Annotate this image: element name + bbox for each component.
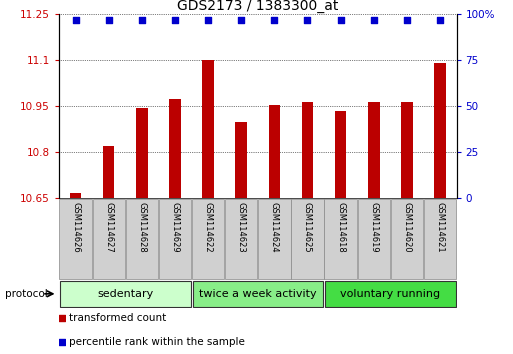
- Bar: [324, 199, 357, 279]
- Bar: [159, 199, 191, 279]
- Bar: [391, 199, 423, 279]
- Bar: [103, 146, 114, 198]
- Text: GSM114628: GSM114628: [137, 202, 146, 253]
- Text: transformed count: transformed count: [69, 313, 167, 322]
- Point: [58, 340, 66, 346]
- Bar: [70, 193, 82, 198]
- Title: GDS2173 / 1383300_at: GDS2173 / 1383300_at: [177, 0, 339, 13]
- Bar: [192, 281, 323, 307]
- Point: [370, 17, 378, 23]
- Bar: [235, 121, 247, 198]
- Text: GSM114624: GSM114624: [270, 202, 279, 253]
- Point: [303, 17, 311, 23]
- Bar: [136, 108, 148, 198]
- Text: GSM114625: GSM114625: [303, 202, 312, 253]
- Text: twice a week activity: twice a week activity: [199, 289, 317, 299]
- Bar: [169, 98, 181, 198]
- Text: GSM114627: GSM114627: [104, 202, 113, 253]
- Bar: [335, 111, 346, 198]
- Bar: [268, 105, 280, 198]
- Bar: [126, 199, 158, 279]
- Text: GSM114620: GSM114620: [402, 202, 411, 253]
- Point: [105, 17, 113, 23]
- Text: GSM114622: GSM114622: [204, 202, 212, 253]
- Bar: [368, 102, 380, 198]
- Text: GSM114626: GSM114626: [71, 202, 80, 253]
- Bar: [401, 102, 412, 198]
- Bar: [60, 199, 92, 279]
- Bar: [358, 199, 390, 279]
- Point: [237, 17, 245, 23]
- Text: GSM114623: GSM114623: [236, 202, 246, 253]
- Text: protocol: protocol: [5, 289, 48, 299]
- Text: voluntary running: voluntary running: [340, 289, 440, 299]
- Bar: [202, 60, 214, 198]
- Text: GSM114619: GSM114619: [369, 202, 378, 253]
- Bar: [92, 199, 125, 279]
- Text: GSM114618: GSM114618: [336, 202, 345, 253]
- Point: [337, 17, 345, 23]
- Bar: [291, 199, 324, 279]
- Point: [71, 17, 80, 23]
- Bar: [424, 199, 456, 279]
- Point: [403, 17, 411, 23]
- Point: [270, 17, 279, 23]
- Bar: [192, 199, 224, 279]
- Bar: [434, 63, 446, 198]
- Point: [436, 17, 444, 23]
- Point: [137, 17, 146, 23]
- Point: [204, 17, 212, 23]
- Bar: [60, 281, 190, 307]
- Point: [171, 17, 179, 23]
- Bar: [258, 199, 290, 279]
- Text: GSM114629: GSM114629: [170, 202, 180, 253]
- Text: sedentary: sedentary: [97, 289, 153, 299]
- Text: percentile rank within the sample: percentile rank within the sample: [69, 337, 245, 347]
- Bar: [325, 281, 456, 307]
- Point: [58, 315, 66, 321]
- Bar: [225, 199, 258, 279]
- Text: GSM114621: GSM114621: [436, 202, 444, 253]
- Bar: [302, 102, 313, 198]
